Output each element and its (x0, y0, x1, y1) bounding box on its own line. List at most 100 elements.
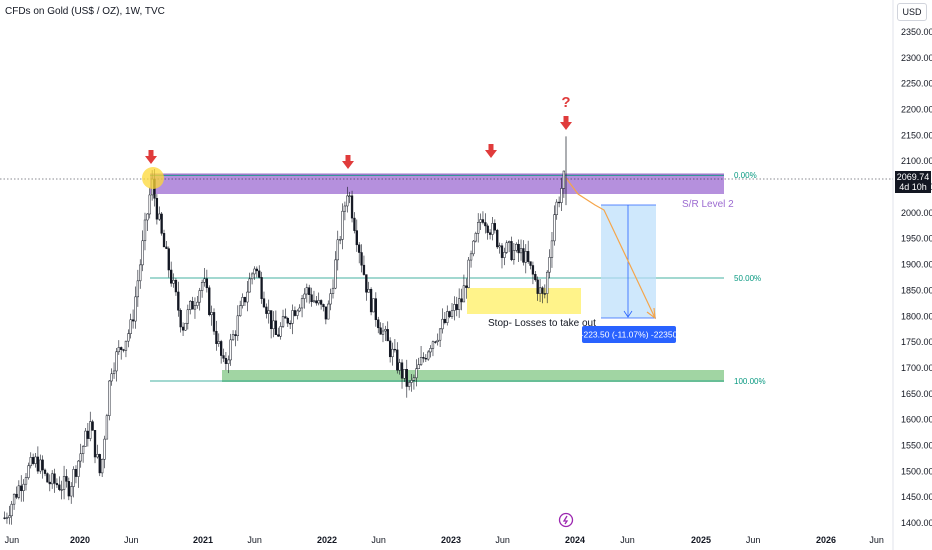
candle (431, 341, 435, 349)
candle (303, 293, 306, 299)
resistance-zone[interactable] (150, 174, 724, 194)
top-highlight-circle[interactable] (142, 167, 164, 189)
candle (115, 351, 118, 372)
candle (308, 287, 311, 295)
candle (165, 246, 168, 249)
arrow-down-icon[interactable] (342, 155, 354, 169)
candle (424, 357, 427, 360)
price-tag-value: 2069.74 (897, 172, 930, 182)
candle (503, 252, 506, 258)
candle (410, 380, 413, 383)
candle (334, 259, 337, 289)
candle (400, 362, 404, 379)
price-tick-label: 1600.00 (901, 415, 932, 425)
candle (277, 334, 280, 337)
price-tick-label: 1850.00 (901, 285, 932, 295)
stop-loss-zone[interactable] (467, 288, 581, 314)
candle (217, 341, 220, 344)
candle (81, 446, 85, 454)
candle (486, 225, 489, 233)
candle (398, 362, 401, 371)
candle (29, 457, 32, 467)
candle (22, 483, 25, 491)
question-mark[interactable]: ? (561, 94, 570, 111)
sr-level-label[interactable]: S/R Level 2 (682, 199, 734, 210)
candle (412, 377, 416, 381)
arrow-down-icon[interactable] (145, 150, 157, 164)
candle (548, 257, 551, 273)
candle (443, 318, 447, 323)
candle (127, 333, 130, 342)
replay-icon[interactable] (558, 512, 574, 528)
candle (531, 265, 535, 275)
candle (181, 326, 185, 331)
candle (55, 483, 59, 486)
currency-button[interactable]: USD (897, 3, 927, 21)
time-tick-label: Jun (620, 535, 635, 545)
price-axis[interactable]: 1400.00 1450.00 1500.00 1550.00 1600.00 1650.… (901, 27, 932, 528)
candle (460, 298, 463, 303)
time-axis[interactable]: Jun 2020 Jun 2021 Jun 2022 Jun 2023 Jun 2024 Jun 20… (5, 535, 884, 545)
candle (550, 240, 554, 258)
candle (193, 305, 197, 310)
support-zone[interactable] (222, 370, 724, 382)
candle (129, 319, 132, 334)
candle (98, 454, 101, 474)
candle (67, 481, 70, 497)
candle (267, 310, 270, 314)
candle (469, 253, 473, 261)
candle (517, 243, 520, 254)
arrow-down-icon[interactable] (485, 144, 497, 158)
candle (58, 484, 61, 490)
price-tick-label: 1750.00 (901, 337, 932, 347)
candle (381, 330, 385, 335)
candle (177, 291, 180, 311)
price-tick-label: 1550.00 (901, 440, 932, 450)
price-tick-label: 2200.00 (901, 105, 932, 115)
candle (405, 369, 408, 387)
candle (529, 261, 532, 266)
measure-label-box (582, 326, 676, 343)
candle (203, 278, 206, 283)
candle (362, 264, 366, 275)
candle (74, 469, 78, 477)
candle (212, 312, 216, 332)
price-tick-label: 1450.00 (901, 492, 932, 502)
candle (189, 300, 192, 311)
price-tick-label: 2300.00 (901, 53, 932, 63)
candle (284, 316, 287, 319)
candle (89, 421, 92, 439)
candle (560, 188, 563, 203)
candle (250, 273, 254, 280)
candle (139, 264, 142, 282)
candle (222, 355, 225, 359)
candle (322, 304, 325, 308)
projection-path[interactable] (565, 177, 656, 319)
stop-loss-annotation[interactable]: Stop- Losses to take out (488, 318, 596, 329)
candle (457, 298, 461, 310)
candle (20, 485, 23, 491)
candle (148, 194, 151, 215)
arrow-down-icon[interactable] (560, 116, 572, 130)
candle (229, 339, 232, 361)
candle (384, 329, 387, 332)
candle (86, 430, 90, 439)
candle (553, 214, 556, 242)
candle (124, 340, 128, 351)
candle (108, 380, 111, 417)
time-tick-label: 2026 (816, 535, 836, 545)
price-tick-label: 2250.00 (901, 79, 932, 89)
candle (408, 382, 411, 387)
candle (227, 359, 230, 364)
candle (262, 298, 266, 308)
candle (498, 245, 501, 248)
candle (136, 280, 139, 298)
candle (343, 205, 347, 212)
candle (481, 219, 485, 223)
price-tick-label: 1700.00 (901, 363, 932, 373)
candle (338, 239, 342, 241)
candle (353, 217, 356, 231)
candle (472, 240, 475, 255)
candle (467, 259, 470, 288)
